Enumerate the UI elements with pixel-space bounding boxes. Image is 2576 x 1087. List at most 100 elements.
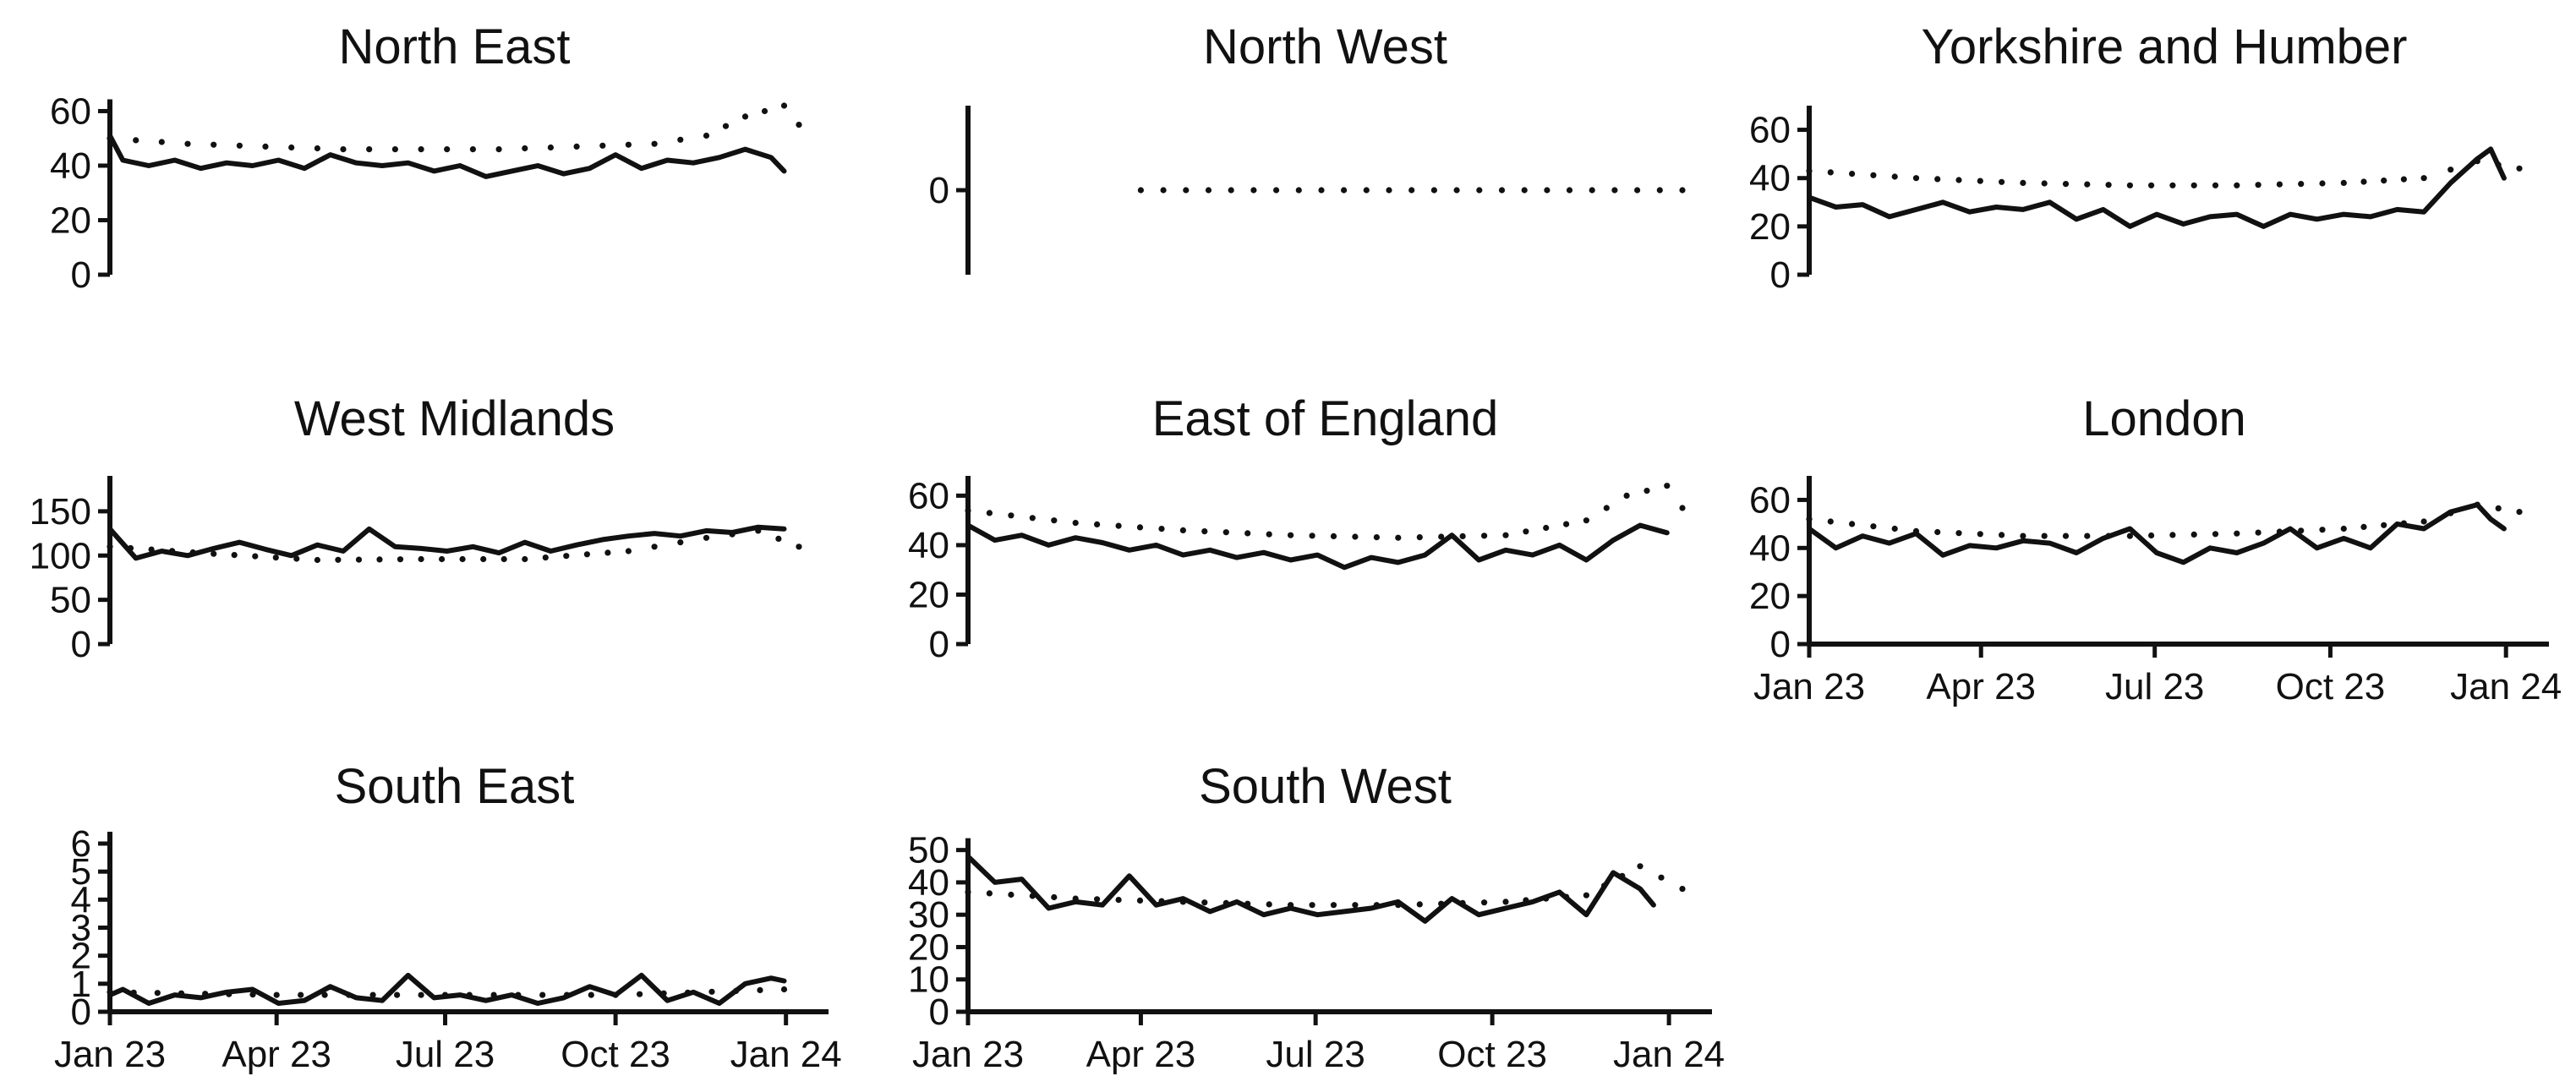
series-dot [1438,533,1445,540]
x-tick-label: Jan 24 [730,1034,842,1075]
x-tick-label: Jan 23 [54,1034,166,1075]
series-dot [2234,530,2240,537]
series-dot [1977,178,1983,184]
series-dot [321,991,328,998]
series-dot [1183,187,1190,194]
series-dot [1228,187,1234,194]
series-dot [391,146,398,153]
series-line-0 [1807,146,2507,229]
y-tick-label: 0 [1770,254,1791,296]
series-dot [1502,899,1509,905]
series-dot [1934,176,1941,183]
series-dot [522,145,528,152]
series-dot [1481,533,1488,539]
series-dot [1521,187,1528,194]
series-dot [722,123,730,129]
series-dot [1395,534,1402,541]
panel-5: London 0 20 40 60 Jan 23 Apr 23 Jul 23 Oct 23 Jan… [1749,391,2562,707]
y-tick-label: 20 [908,574,949,615]
series-dot [1008,891,1015,899]
series-dot [1643,488,1650,494]
series-dot [1603,505,1610,511]
series-dot [1543,895,1550,902]
series-dot [703,534,710,541]
series-dot [490,991,497,998]
series-dot [459,555,466,563]
series-dot [1563,893,1570,900]
series-dot [1498,187,1506,194]
panel-title: South West [1199,759,1452,814]
series-dot [2126,533,2133,539]
series-dot [522,555,528,563]
series-dot [1244,530,1251,537]
panel-title: North West [1203,19,1447,74]
series-dot [612,991,619,998]
series-dot [1481,899,1488,906]
series-dot [2169,182,2176,188]
panel-2: Yorkshire and Humber 0 20 40 60 [1749,19,2523,296]
series-dot [1637,863,1643,870]
series-dot [1977,531,1983,538]
y-tick-label: 60 [1749,479,1791,521]
series-dot [2255,529,2262,536]
series-dot [444,146,451,153]
x-tick-label: Apr 23 [1086,1034,1196,1075]
series-dot [441,991,449,998]
series-dot [469,146,477,153]
series-dot [2420,518,2427,525]
series-dot [355,556,363,563]
y-tick-label: 40 [1749,527,1791,569]
series-dot [1094,896,1101,903]
series-dot [495,146,502,153]
series-dot [2298,527,2305,534]
x-tick-label: Jul 23 [1266,1034,1365,1075]
series-dot [2276,528,2283,535]
series-dot [2319,180,2326,187]
y-tick-label: 50 [908,830,949,871]
x-tick-label: Oct 23 [561,1034,670,1075]
series-dot [1330,533,1337,540]
series-dot [780,986,788,993]
series-dot [1430,187,1437,194]
series-dot [202,991,209,997]
series-dot [677,539,684,546]
y-tick-label: 60 [50,90,91,132]
y-tick-label: 40 [908,525,949,566]
y-tick-label: 4 [71,879,91,920]
panel-1: North West 0 [929,19,1686,275]
series-dot [314,556,320,564]
series-dot [1352,902,1359,909]
series-dot [1158,898,1165,904]
series-dot [1250,187,1257,194]
series-dot [2041,180,2048,187]
series-dot [1849,521,1856,527]
series-dot [2447,510,2454,516]
series-dot [2212,182,2219,188]
series-dot [397,556,404,563]
series-dot [1523,528,1529,535]
series-dot [130,989,137,996]
series-dot [1115,897,1122,904]
series-dot [1179,527,1186,534]
series-dot [2400,520,2407,527]
series-dot [158,139,165,145]
series-dot [107,544,113,550]
y-tick-label: 1 [71,964,91,1005]
series-dot [2400,176,2407,183]
y-tick-label: 20 [1749,206,1791,248]
series-dot [1459,899,1466,906]
series-dot [418,991,424,998]
series-dot [1453,187,1460,194]
y-tick-label: 0 [929,170,949,211]
series-dot [677,136,684,143]
y-tick-label: 100 [30,535,91,576]
series-dot [2447,167,2454,173]
series-dot [2276,181,2283,188]
series-dot [169,548,176,554]
series-dot [2340,525,2347,533]
series-dot [1891,173,1898,180]
series-dot [1309,533,1315,539]
series-dot [394,991,401,998]
series-dot [211,141,217,148]
